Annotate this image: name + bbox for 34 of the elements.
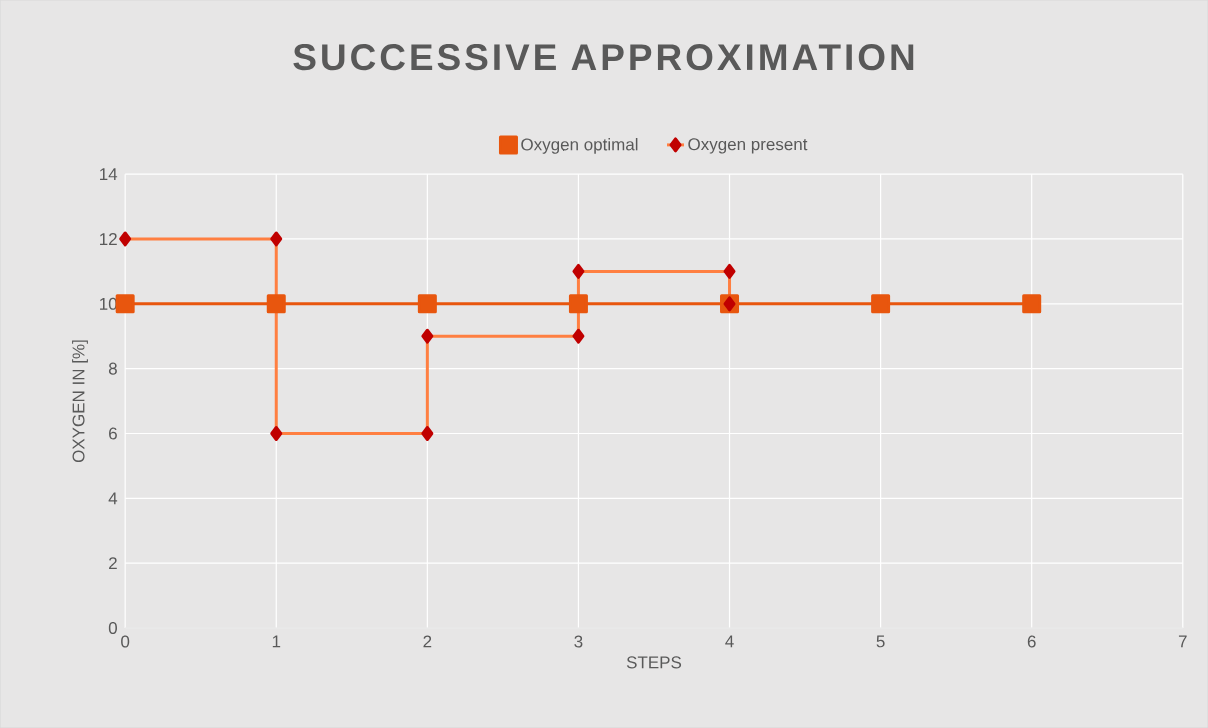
x-tick-label: 5 [876,635,885,648]
y-tick-label: 12 [100,232,117,245]
x-tick-label: 1 [272,635,281,648]
point [871,294,891,314]
y-tick-label: 8 [108,362,117,375]
y-tick-label: 14 [100,168,118,180]
x-tick-label: 6 [1027,635,1036,648]
legend-label: Oxygen optimal [521,137,638,154]
x-tick-label: 7 [1178,635,1187,648]
point [572,263,585,279]
legend-label: Oxygen present [688,138,808,154]
point [568,294,588,314]
x-tick-label: 3 [574,635,583,648]
y-axis-title: OXYGEN IN [%] [72,340,88,463]
point [270,425,283,441]
point [723,263,736,279]
y-tick-label: 4 [108,492,118,505]
point [417,294,437,314]
chart-title: SUCCESSIVE APPROXIMATION [293,44,914,71]
point [270,231,283,247]
point [119,231,132,247]
point [421,425,434,441]
x-axis-title: STEPS [626,656,682,669]
y-tick-label: 2 [109,557,117,570]
x-tick-label: 0 [121,635,130,648]
point [421,328,434,344]
y-tick-label: 0 [108,621,117,634]
point [1022,294,1042,314]
y-tick-label: 6 [109,427,117,440]
point [572,328,585,344]
point [115,294,135,314]
point [266,294,286,314]
x-tick-label: 4 [725,635,734,648]
x-tick-label: 2 [423,635,432,648]
